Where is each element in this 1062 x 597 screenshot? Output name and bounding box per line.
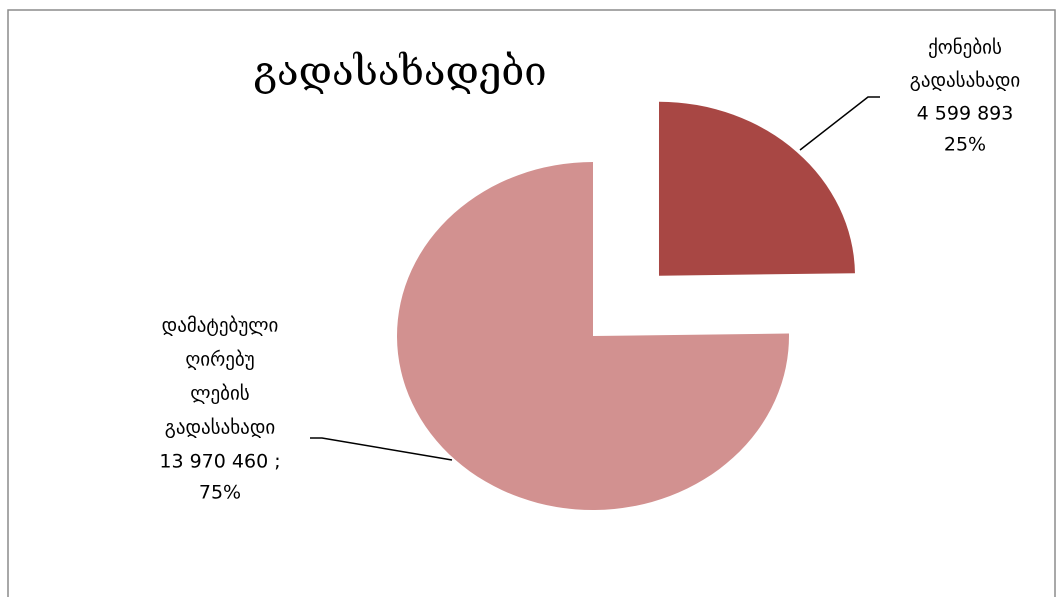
percent-label: 25% (944, 134, 986, 156)
slice-label: გადასახადი (165, 417, 275, 439)
chart-frame (7, 9, 1056, 597)
slice-label: დამატებული (162, 315, 279, 337)
slice-label: ღირებუ (185, 349, 254, 371)
leader-line (799, 96, 880, 151)
leader-line (310, 437, 453, 461)
pie-slice (397, 162, 789, 511)
value-label: 4 599 893 (917, 103, 1014, 125)
value-label: 13 970 460 ; (159, 451, 280, 473)
slice-label: გადასახადი (910, 70, 1020, 92)
slice-label: ლების (190, 383, 249, 405)
slice-label: ქონების (928, 37, 1002, 59)
pie-slice (658, 101, 855, 276)
percent-label: 75% (199, 482, 241, 504)
chart-title: გადასახადები (253, 49, 546, 95)
